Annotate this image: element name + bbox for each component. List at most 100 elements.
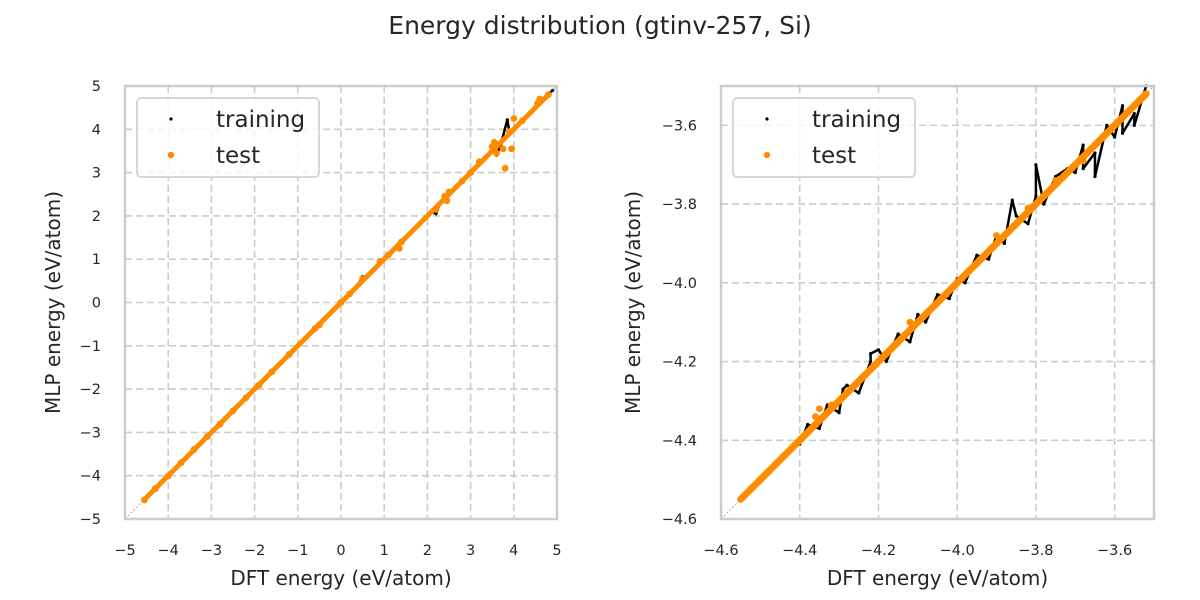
test-point [1103, 129, 1111, 137]
test-point [816, 405, 823, 413]
test-point [458, 177, 466, 185]
legend-label-training: training [812, 107, 901, 133]
y-tick-label: −4.0 [662, 276, 697, 292]
x-axis-label: DFT energy (eV/atom) [827, 566, 1048, 590]
legend-marker-test [167, 151, 175, 159]
x-tick-label: −3 [201, 543, 222, 559]
test-point [1071, 161, 1079, 169]
test-point [285, 351, 293, 358]
test-point [337, 299, 345, 306]
legend-marker-training [765, 117, 769, 121]
x-tick-label: −4.4 [782, 543, 817, 559]
legend-marker-training [169, 117, 173, 121]
test-point [501, 164, 509, 172]
y-tick-label: 3 [92, 166, 101, 182]
test-point [151, 485, 159, 493]
test-point [190, 445, 198, 453]
y-tick-label: −4.6 [662, 512, 697, 528]
x-tick-label: −4.0 [940, 543, 975, 559]
test-point [432, 206, 440, 213]
y-tick-label: −3.6 [662, 118, 697, 134]
test-point [784, 448, 792, 456]
y-tick-labels: −4.6 −4.4 −4.2 −4.0 −3.8 −3.6 [662, 118, 697, 528]
y-tick-label: 2 [92, 209, 101, 225]
left-panel: −5 −4 −3 −2 −1 0 1 2 3 4 5 −5 −4 −3 −2 −1 0 1 2 3 4 5 DFT en… [41, 79, 562, 590]
y-tick-label: −5 [80, 512, 101, 528]
test-point [141, 496, 148, 504]
test-point [268, 368, 276, 376]
test-point [493, 149, 500, 157]
test-point [1052, 177, 1059, 184]
y-tick-label: −2 [80, 382, 101, 398]
test-point [894, 338, 902, 346]
y-tick-label: −4.2 [662, 355, 697, 371]
x-tick-label: 5 [552, 543, 561, 559]
legend-marker-test [763, 151, 771, 159]
x-tick-label: 1 [380, 543, 389, 559]
y-tick-labels: −5 −4 −3 −2 −1 0 1 2 3 4 5 [80, 79, 101, 528]
test-point [443, 197, 451, 205]
test-point [506, 128, 513, 135]
test-point [385, 251, 392, 259]
test-point [359, 275, 366, 283]
test-point [1079, 157, 1087, 165]
test-point [376, 257, 384, 265]
test-point [536, 95, 544, 103]
test-point [216, 420, 224, 428]
test-point [519, 117, 526, 125]
x-tick-labels: −4.6 −4.4 −4.2 −4.0 −3.8 −3.6 [703, 543, 1132, 559]
y-tick-label: −4 [80, 469, 101, 485]
test-point [395, 244, 403, 252]
test-point [851, 381, 859, 389]
test-point [203, 433, 211, 441]
test-point [398, 238, 405, 246]
x-tick-label: −5 [114, 543, 135, 559]
legend-box [732, 97, 916, 178]
test-point [164, 472, 172, 480]
test-point [1142, 90, 1150, 98]
legend-box [136, 97, 320, 178]
axes-frame [123, 84, 559, 521]
test-point [812, 413, 819, 421]
test-point [242, 394, 250, 402]
x-axis-label: DFT energy (eV/atom) [230, 566, 451, 590]
test-point [445, 188, 453, 196]
test-point [875, 358, 882, 365]
y-tick-label: 1 [92, 252, 101, 268]
x-tick-label: −3.8 [1018, 543, 1053, 559]
test-point [796, 436, 804, 444]
x-tick-label: −4.2 [861, 543, 896, 559]
test-point [953, 279, 961, 287]
test-point [745, 488, 752, 495]
test-point [316, 321, 323, 329]
y-tick-label: −3.8 [662, 197, 697, 213]
test-point [993, 232, 1000, 239]
x-tick-label: −3.6 [1097, 543, 1132, 559]
test-point [544, 91, 552, 99]
test-point [934, 299, 941, 306]
x-tick-label: 3 [466, 543, 475, 559]
test-point [177, 459, 185, 467]
y-tick-label: 4 [92, 122, 101, 138]
x-tick-label: 2 [423, 543, 432, 559]
test-point [756, 476, 764, 484]
y-tick-label: −3 [80, 425, 101, 441]
axes-frame [719, 84, 1156, 521]
test-point [508, 145, 516, 153]
y-tick-label: −1 [80, 339, 101, 355]
x-tick-label: 4 [509, 543, 518, 559]
test-point [510, 115, 518, 122]
y-tick-label: −4.4 [662, 433, 697, 449]
test-point [827, 401, 835, 409]
test-point [499, 145, 507, 153]
x-tick-label: −2 [244, 543, 265, 559]
legend: training test [732, 97, 916, 178]
test-point [229, 407, 237, 415]
test-point [346, 290, 354, 298]
test-point [973, 259, 981, 267]
x-tick-label: −1 [287, 543, 308, 559]
legend-label-test: test [216, 143, 260, 169]
test-point [1111, 121, 1119, 129]
y-tick-label: 5 [92, 79, 101, 95]
